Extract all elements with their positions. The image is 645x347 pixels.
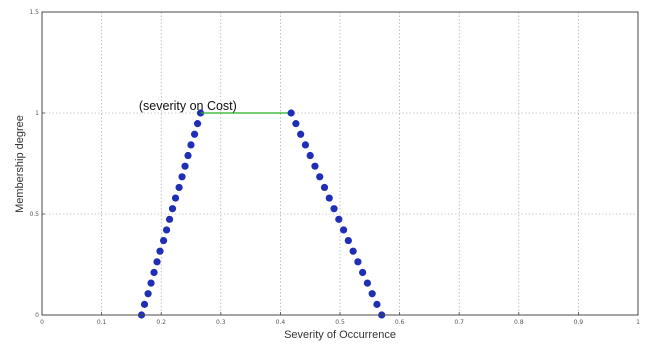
y-tick-label: 0.5 [29,211,39,218]
data-point [168,205,177,213]
data-point [301,141,310,149]
data-point [320,183,329,192]
data-point [140,300,149,308]
data-series [137,109,386,319]
data-point [297,130,305,138]
data-point [175,183,183,192]
data-point [150,268,158,277]
data-point [162,226,171,234]
x-tick-label: 0.1 [97,319,107,326]
x-tick-label: 0.4 [276,319,286,326]
data-point [196,109,205,117]
data-point [311,162,319,170]
y-tick-label: 1.5 [29,9,39,16]
data-point [287,109,295,117]
plot-frame [41,11,639,316]
data-point [316,173,324,181]
data-point [325,194,333,202]
data-point [344,236,352,245]
x-tick-label: 0.6 [395,319,405,326]
data-point [368,290,376,298]
data-point [363,279,372,287]
grid-lines [41,11,639,316]
data-point [171,194,180,202]
data-point [178,173,186,181]
data-point [144,290,152,298]
data-point [159,236,168,245]
data-point [339,226,348,234]
data-point [187,141,195,149]
data-point [330,205,338,213]
annotation-label: (severity on Cost) [139,99,237,113]
data-point [354,258,362,266]
data-point [373,300,381,308]
data-point [184,151,192,160]
x-tick-label: 0.5 [335,319,345,326]
data-point [349,247,357,255]
x-axis-label: Severity of Occurrence [284,329,396,341]
data-point [359,268,367,277]
x-tick-label: 0.9 [574,319,584,326]
data-point [165,215,174,223]
x-tick-label: 0.3 [216,319,226,326]
y-axis-label: Membership degree [14,115,26,213]
data-point [335,215,343,223]
x-tick-label: 1 [636,319,640,326]
x-tick-label: 0 [40,319,44,326]
tick-labels: 0 0.1 0.2 0.3 0.4 0.5 0.6 0.7 0.8 0.9 1 0 0.5 1 1.5 [29,9,640,326]
y-tick-label: 1 [35,110,39,117]
data-point [147,279,155,287]
x-tick-label: 0.8 [514,319,524,326]
data-point [193,120,202,128]
data-point [181,162,189,170]
x-tick-label: 0.2 [156,319,166,326]
data-point [153,258,161,266]
data-point [190,130,199,138]
y-tick-label: 0 [35,312,39,319]
data-point [156,247,164,255]
data-point [292,120,300,128]
x-tick-label: 0.7 [454,319,464,326]
data-point [306,151,314,160]
